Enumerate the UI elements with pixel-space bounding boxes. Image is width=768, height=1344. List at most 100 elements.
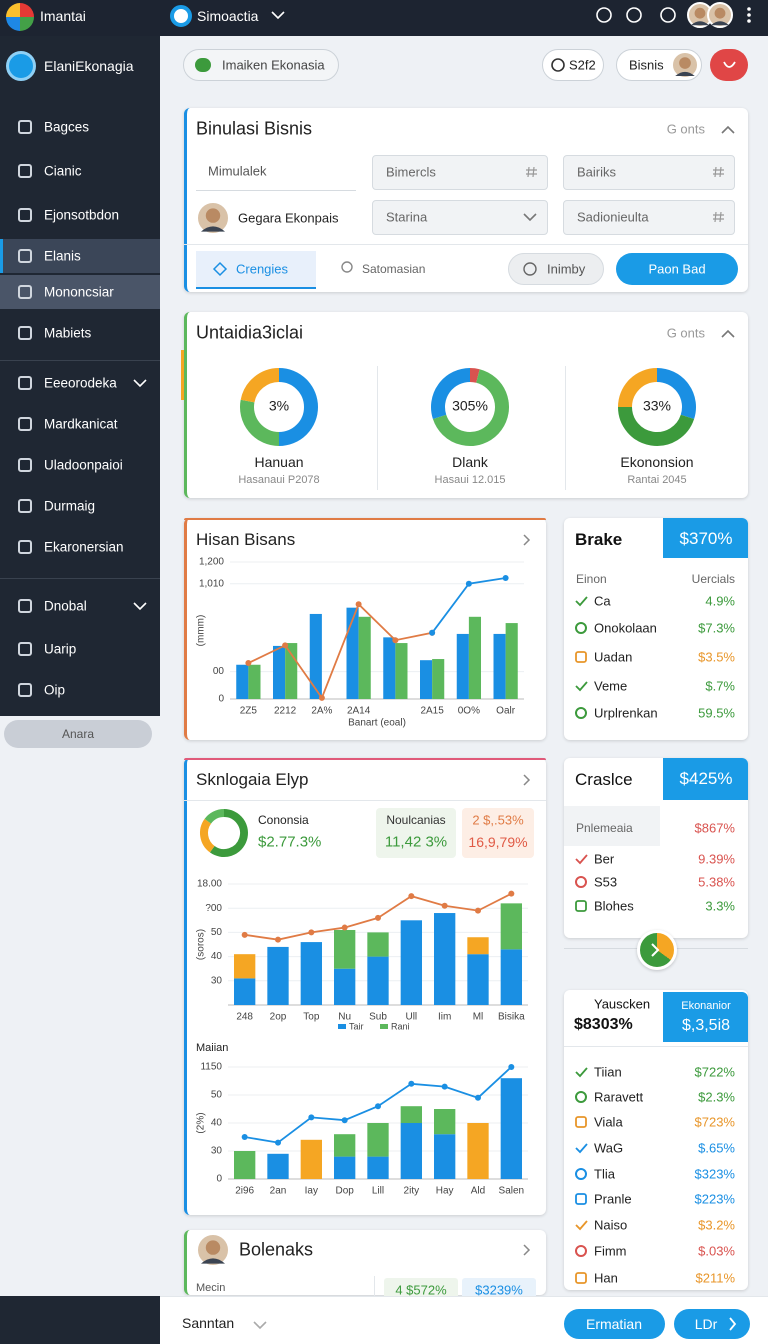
nav-item[interactable]: Dnobal xyxy=(44,598,87,614)
nav-item[interactable]: Mononcsiar xyxy=(44,284,114,300)
metric-box-title: 2 $,.53% xyxy=(472,812,524,828)
nav-item[interactable]: Ejonsotbdon xyxy=(44,207,120,223)
nav-highlight xyxy=(0,239,160,273)
input-field[interactable] xyxy=(563,155,735,190)
row-value: $722% xyxy=(694,1064,735,1080)
row-value: $.7% xyxy=(705,678,735,694)
app-icon xyxy=(170,5,192,27)
nav-item[interactable]: Bagces xyxy=(44,119,90,135)
input-text: Sadionieulta xyxy=(577,209,649,225)
sidebar-logo xyxy=(6,51,36,81)
footer-button[interactable] xyxy=(674,1309,750,1339)
donut-name: Dlank xyxy=(452,454,488,470)
card-action[interactable]: G onts xyxy=(666,325,705,341)
card-divider xyxy=(184,244,748,245)
nav-icon xyxy=(18,683,32,697)
value-box-text: $3239% xyxy=(475,1282,523,1298)
card-title: Untaidia3iclai xyxy=(196,322,304,343)
input-field[interactable] xyxy=(372,155,548,190)
app-logo xyxy=(6,3,34,31)
nav-item[interactable]: Cianic xyxy=(44,163,82,179)
nav-icon xyxy=(18,120,32,134)
nav-item[interactable]: Durmaig xyxy=(44,498,96,514)
nav-icon xyxy=(18,417,32,431)
row-name: Ber xyxy=(594,851,615,867)
row-name: Onokolaan xyxy=(594,620,657,636)
badge-text: $,3,5i8 xyxy=(681,1017,731,1034)
nav-highlight xyxy=(0,275,160,309)
donut-caption: Hasanaui P2078 xyxy=(238,474,320,486)
row-value: $723% xyxy=(694,1114,735,1130)
badge xyxy=(663,992,748,1042)
sidebar-title: ElaniEkonagia xyxy=(44,58,134,74)
row-name: S53 xyxy=(594,874,618,890)
sidebar-button[interactable] xyxy=(4,720,152,748)
value-box xyxy=(384,1278,458,1300)
donut-caption: Hasaui 12.015 xyxy=(434,474,506,486)
nav-icon xyxy=(18,499,32,513)
nav-item[interactable]: Elanis xyxy=(44,248,81,264)
nav-item[interactable]: Eeeorodeka xyxy=(44,375,117,391)
row-name: WaG xyxy=(594,1140,624,1156)
footer-label[interactable]: Sanntan xyxy=(182,1315,235,1331)
row-name: Urplrenkan xyxy=(594,705,658,721)
row-value: $3.2% xyxy=(698,1217,735,1233)
badge-text: $425% xyxy=(679,769,733,788)
nav-item[interactable]: Mardkanicat xyxy=(44,416,118,432)
primary-button[interactable] xyxy=(616,253,738,285)
metric-box xyxy=(462,808,534,858)
search-text: Imaiken Ekonasia xyxy=(222,57,325,73)
nav-item[interactable]: Ekaronersian xyxy=(44,539,124,555)
nav-icon xyxy=(18,326,32,340)
badge-title: Ekonanior xyxy=(681,1000,731,1012)
card-top-accent xyxy=(184,758,546,760)
input-field[interactable] xyxy=(563,200,735,235)
app-name[interactable]: Simoactia xyxy=(197,8,259,24)
row-name: Tiian xyxy=(594,1064,622,1080)
nav-icon xyxy=(18,642,32,656)
column-header: Uercials xyxy=(691,572,735,586)
chip-text: S2f2 xyxy=(569,57,596,73)
nav-item[interactable]: Uarip xyxy=(44,641,77,657)
row-name: Veme xyxy=(594,678,628,694)
tab-label[interactable]: Crengies xyxy=(236,261,289,277)
user-name: Bisnis xyxy=(629,57,664,73)
row-name: Blohes xyxy=(594,898,634,914)
metric-box xyxy=(376,808,456,858)
footer xyxy=(160,1296,768,1344)
row-value: 3.3% xyxy=(705,898,735,914)
nav-item[interactable]: Mabiets xyxy=(44,325,92,341)
nav-item[interactable]: Oip xyxy=(44,682,66,698)
value-box-text: 4 $572% xyxy=(395,1282,447,1298)
brake-card xyxy=(564,518,748,740)
footer-button-label: Ermatian xyxy=(585,1316,643,1332)
footer-button[interactable] xyxy=(564,1309,665,1339)
input-text: Bairiks xyxy=(577,164,617,180)
input-field[interactable] xyxy=(372,200,548,235)
row-value: $3.5% xyxy=(698,649,735,665)
row-value: $211% xyxy=(695,1270,735,1286)
row-value: $.03% xyxy=(698,1243,735,1259)
top-bar xyxy=(0,0,768,36)
tab-label[interactable]: Satomasian xyxy=(362,262,426,276)
card-label: Mecin xyxy=(196,1282,226,1294)
metric-value: $2.77.3% xyxy=(258,833,322,851)
column-header: Einon xyxy=(576,572,607,586)
next-button[interactable] xyxy=(637,930,677,970)
nav-icon xyxy=(18,376,32,390)
chip[interactable] xyxy=(542,49,604,81)
search-icon xyxy=(195,58,211,72)
donut-name: Ekononsion xyxy=(620,454,694,470)
band-value: $867% xyxy=(694,820,735,836)
metric-box-title: Noulcanias xyxy=(386,813,446,827)
alert-button[interactable] xyxy=(710,49,748,81)
nav-item[interactable]: Uladoonpaioi xyxy=(44,457,123,473)
nav-icon xyxy=(18,599,32,613)
card-title: Craslce xyxy=(575,770,633,789)
row-value: $323% xyxy=(694,1166,735,1182)
card-action[interactable]: G onts xyxy=(666,121,705,137)
badge-text: $370% xyxy=(679,529,733,548)
band-cell xyxy=(660,806,748,846)
donut-name: Hanuan xyxy=(254,454,304,470)
